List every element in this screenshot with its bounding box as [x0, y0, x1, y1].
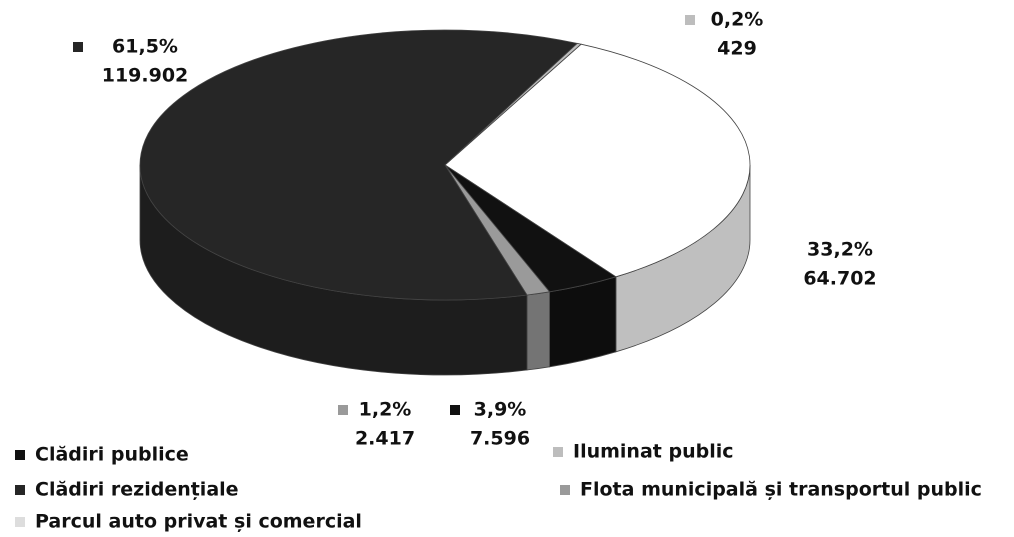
legend-label: Parcul auto privat și comercial: [35, 511, 362, 533]
label-marker: [73, 42, 83, 52]
legend-swatch: [560, 485, 570, 495]
percent-label: 0,2%: [711, 9, 764, 31]
percent-label: 1,2%: [359, 399, 412, 421]
legend-label: Iluminat public: [573, 441, 733, 463]
label-marker: [450, 405, 460, 415]
label-marker: [685, 15, 695, 25]
legend-swatch: [553, 447, 563, 457]
value-label: 64.702: [803, 268, 876, 290]
label-marker: [338, 405, 348, 415]
pie-slice: [444, 42, 582, 166]
percent-label: 61,5%: [112, 36, 178, 58]
pie-slice-side: [526, 291, 551, 371]
value-label: 7.596: [470, 428, 530, 450]
value-label: 429: [717, 38, 757, 60]
legend-swatch: [15, 517, 25, 527]
pie-slice: [139, 29, 579, 301]
value-label: 119.902: [102, 65, 189, 87]
legend-label: Clădiri rezidențiale: [35, 479, 239, 501]
legend-swatch: [15, 485, 25, 495]
value-label: 2.417: [355, 428, 415, 450]
percent-label: 3,9%: [474, 399, 527, 421]
legend-label: Flota municipală și transportul public: [580, 479, 982, 501]
legend-swatch: [15, 450, 25, 460]
pie-slice: [444, 43, 751, 278]
legend-label: Clădiri publice: [35, 444, 189, 466]
percent-label: 33,2%: [807, 239, 873, 261]
